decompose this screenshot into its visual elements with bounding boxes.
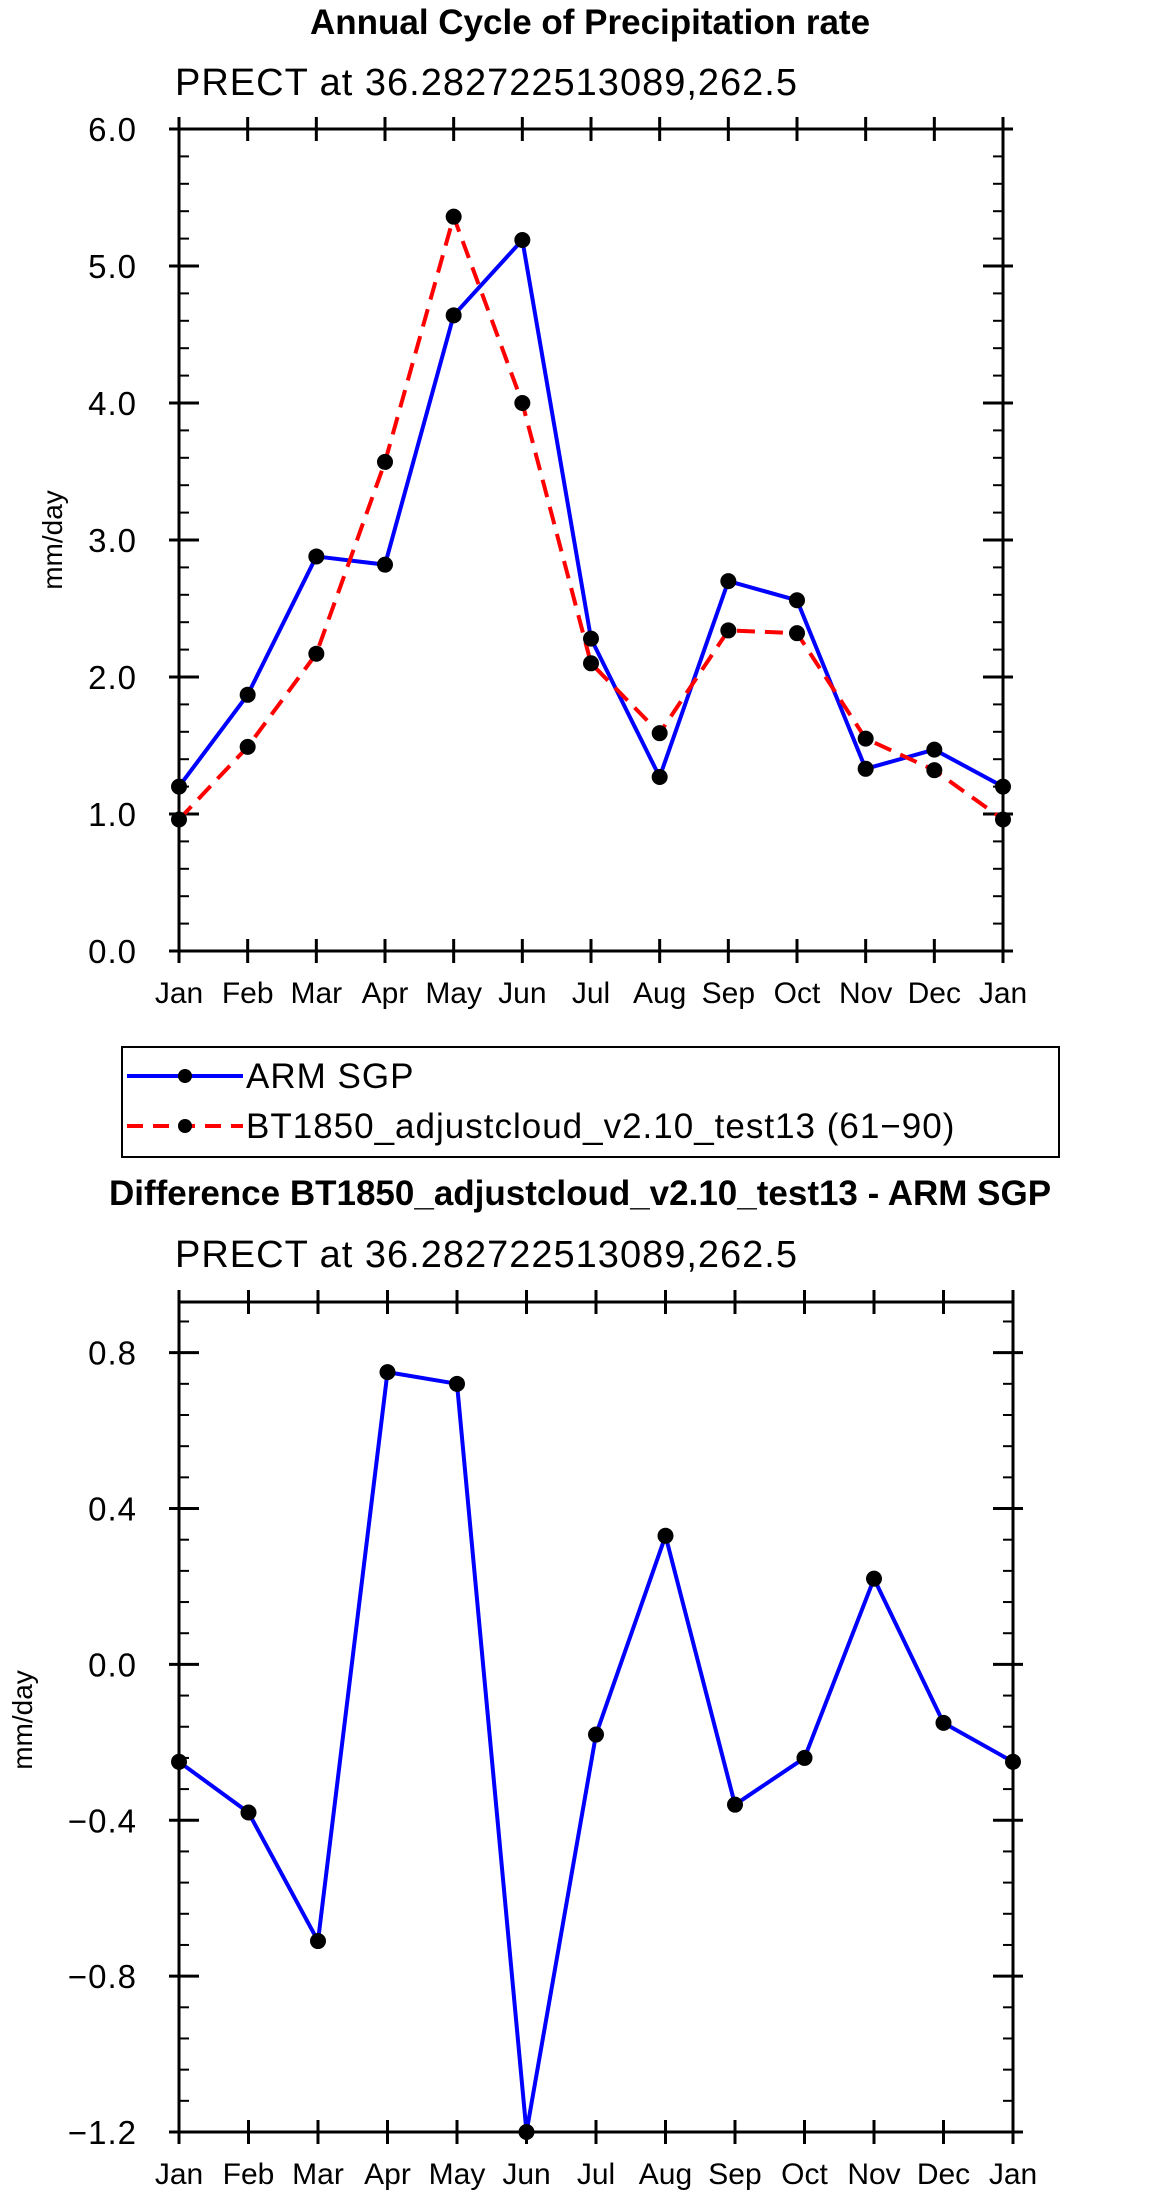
top-ytick-label: 2.0 [88,659,137,696]
top-ytick-label: 3.0 [88,522,137,559]
bottom-series-0-point-jan-12 [1005,1753,1021,1770]
top-series-1-point-jun-5 [514,395,531,411]
bottom-chart-title: Difference BT1850_adjustcloud_v2.10_test… [109,1174,1051,1213]
top-series-1-point-jan-0 [171,811,187,828]
top-xtick-label: Apr [362,977,409,1010]
top-series-0-point-mar-2 [308,548,325,565]
legend: ARM SGP BT1850_adjustcloud_v2.10_test13 … [121,1046,1060,1158]
top-xtick-label: Jul [572,977,610,1010]
top-xtick-label: Jun [498,977,546,1010]
top-series-0-point-aug-7 [651,769,668,786]
top-series-0-point-may-4 [445,307,462,324]
top-xtick-label: Jan [979,977,1027,1010]
bottom-series-0-point-jul-6 [588,1726,604,1743]
bottom-ytick-label: −0.4 [68,1802,137,1839]
bottom-series-0-point-jan-0 [171,1753,187,1770]
bottom-series-0-point-apr-3 [379,1364,396,1381]
top-series-1-point-aug-7 [651,725,668,742]
top-series-0-point-feb-1 [239,686,256,703]
top-series-1-point-mar-2 [308,645,325,662]
bottom-series-0-point-feb-1 [240,1804,257,1821]
top-series-1-point-may-4 [445,208,462,225]
top-plot-frame [177,127,1005,953]
bottom-ytick-label: 0.4 [88,1491,137,1528]
bottom-xtick-label: Apr [364,2158,411,2191]
bottom-series-0-point-oct-9 [796,1749,813,1766]
top-xtick-label: Jan [155,977,203,1010]
top-series-0-point-jul-6 [583,630,599,647]
top-xtick-label: Oct [774,977,821,1010]
bottom-ytick-label: 0.8 [88,1335,137,1372]
top-series-0-point-oct-9 [789,592,805,609]
top-series-1-point-jan-12 [995,811,1011,828]
bottom-xtick-label: Jan [989,2158,1037,2191]
top-xtick-label: Aug [633,977,686,1010]
legend-marker-arm [178,1069,192,1083]
top-series-0-point-jan-0 [171,778,187,795]
bottom-xtick-label: Mar [292,2158,344,2191]
top-series-1-point-oct-9 [789,625,805,642]
top-chart-title: Annual Cycle of Precipitation rate [310,3,870,42]
top-xtick-label: Feb [222,977,274,1010]
top-ytick-label: 5.0 [88,248,137,285]
bottom-series-0-point-may-4 [449,1375,465,1392]
top-chart-subtitle: PRECT at 36.282722513089,262.5 [175,62,798,104]
top-ytick-label: 4.0 [88,385,137,422]
top-ytick-label: 0.0 [88,933,137,970]
top-series-1-point-dec-11 [926,762,943,779]
bottom-xtick-label: Jan [155,2158,203,2191]
top-ytick-label: 6.0 [88,111,137,148]
bottom-xtick-label: Aug [639,2158,692,2191]
bottom-chart-plot: −1.2 −0.8 −0.4 0.0 0.4 0.8 Jan Feb Mar Apr May Jun J… [68,1290,1037,2191]
bottom-plot-frame [177,1300,1015,2134]
top-series-0-point-sep-8 [720,573,737,590]
bottom-xtick-label: Dec [917,2158,970,2191]
bottom-xtick-label: Jun [502,2158,550,2191]
bottom-xtick-label: Jul [577,2158,615,2191]
top-series-1-point-sep-8 [720,622,737,639]
legend-label-arm: ARM SGP [246,1057,414,1096]
bottom-series-0-point-nov-10 [866,1570,882,1587]
top-chart-ylabel: mm/day [37,490,68,590]
bottom-xtick-label: Nov [847,2158,900,2191]
top-series-0-point-jan-12 [995,778,1011,795]
top-xtick-label: Dec [908,977,961,1010]
top-series-line-1 [177,214,1005,822]
bottom-xtick-label: Oct [781,2158,828,2191]
bottom-series-0-point-jun-5 [518,2124,535,2140]
top-series-0-point-dec-11 [926,741,943,758]
top-series-1-point-jul-6 [583,655,599,672]
top-series-line-0 [177,237,1004,789]
top-xtick-label: Nov [839,977,892,1010]
bottom-series-0-point-aug-7 [657,1527,674,1544]
bottom-xtick-label: May [429,2158,486,2191]
legend-label-model: BT1850_adjustcloud_v2.10_test13 (61−90) [246,1107,955,1146]
bottom-series-0-point-sep-8 [727,1796,743,1813]
top-series-0-point-nov-10 [857,760,874,777]
bottom-chart-ylabel: mm/day [7,1670,38,1770]
top-xtick-label: Mar [290,977,342,1010]
bottom-xtick-label: Feb [223,2158,275,2191]
bottom-chart-subtitle: PRECT at 36.282722513089,262.5 [175,1234,798,1276]
top-xtick-label: May [425,977,482,1010]
bottom-xtick-label: Sep [708,2158,761,2191]
bottom-series-0-point-mar-2 [310,1933,326,1950]
bottom-ytick-label: −1.2 [68,2114,137,2151]
top-ytick-label: 1.0 [88,796,137,833]
top-series-1-point-apr-3 [377,453,393,470]
top-series-1-point-nov-10 [857,730,874,747]
bottom-series-0-point-dec-11 [935,1714,952,1731]
bottom-ytick-label: 0.0 [88,1646,137,1683]
bottom-series-line-0 [177,1370,1014,2134]
top-series-0-point-jun-5 [514,231,531,248]
top-series-0-point-apr-3 [377,556,393,573]
bottom-ytick-label: −0.8 [68,1958,137,1995]
top-series-1-point-feb-1 [239,738,256,755]
legend-box [121,1046,1060,1158]
top-chart-plot: 0.0 1.0 2.0 3.0 4.0 5.0 6.0 Jan Feb Mar Apr May Jun J… [88,111,1027,1010]
top-xtick-label: Sep [702,977,755,1010]
legend-marker-model [178,1119,192,1133]
